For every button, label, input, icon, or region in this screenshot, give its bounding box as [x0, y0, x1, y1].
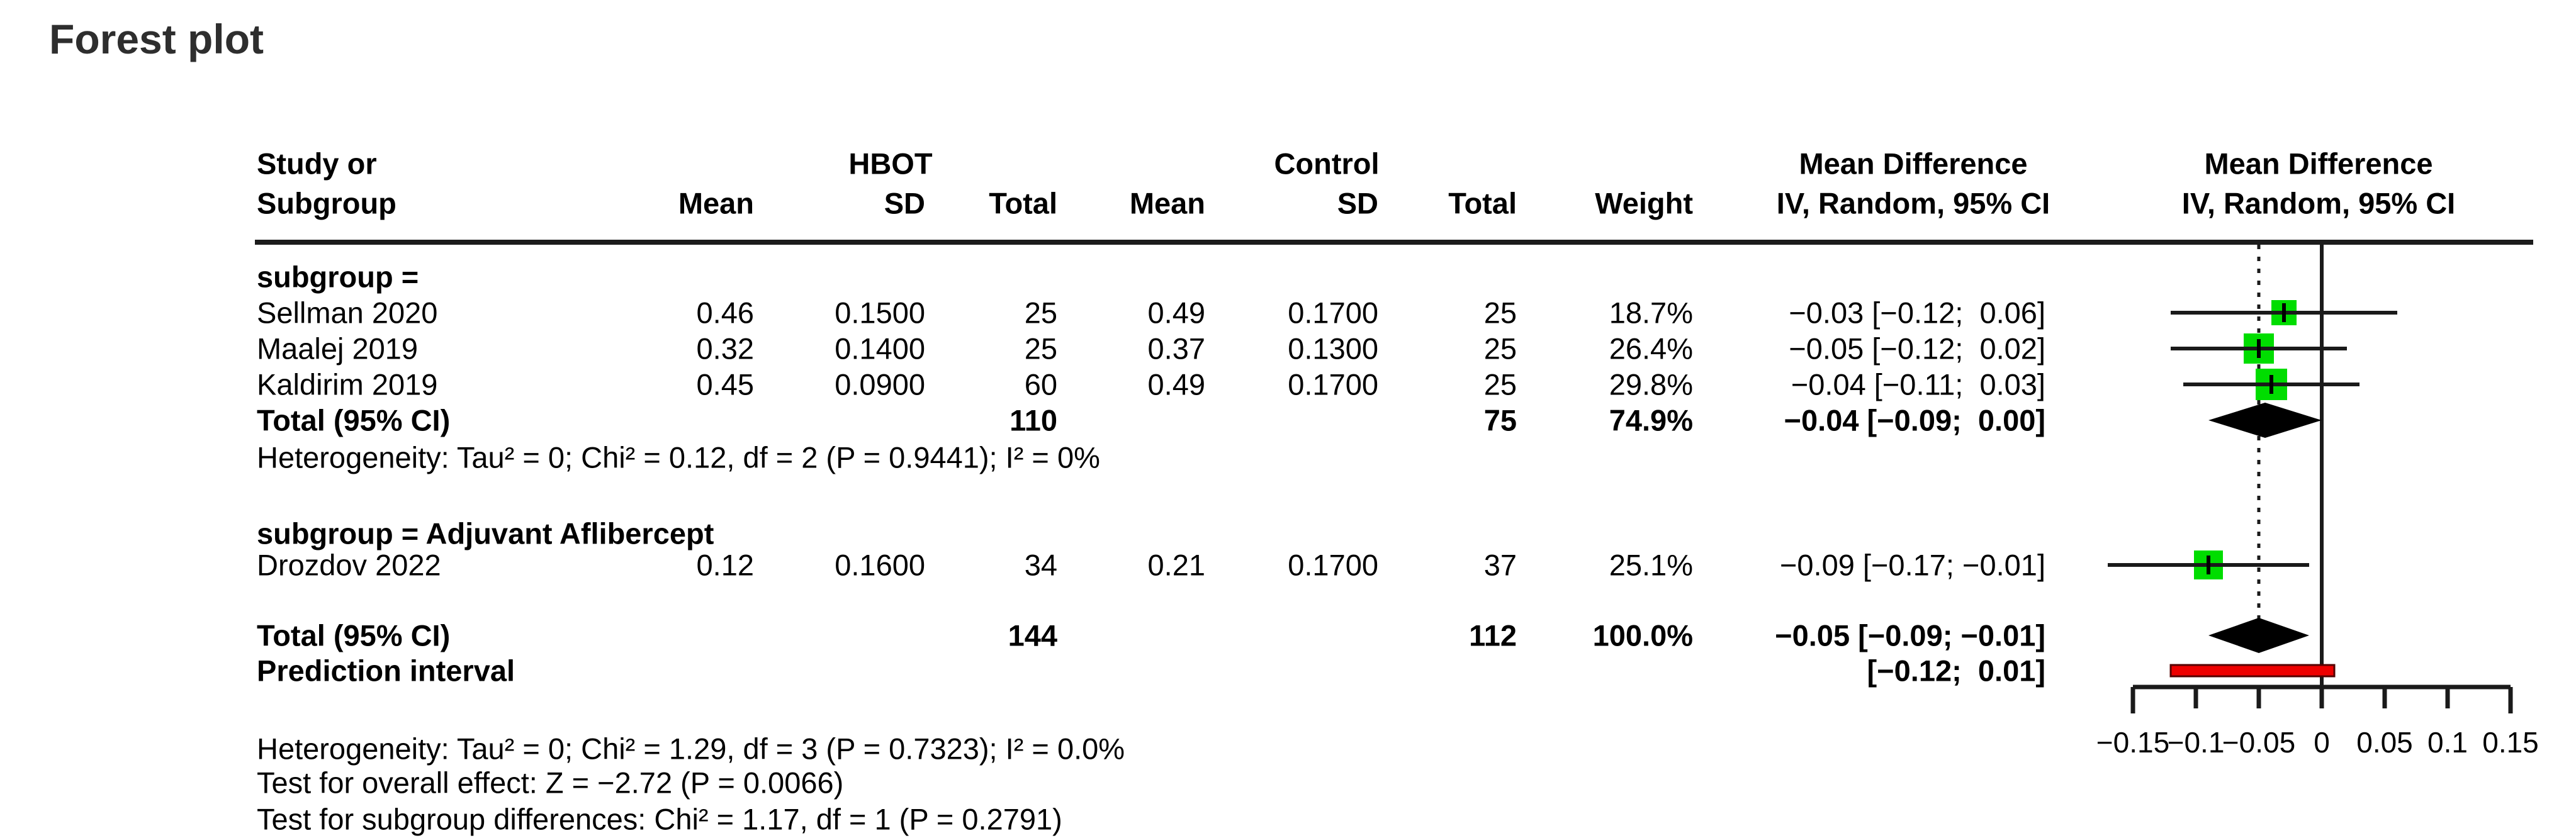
axis-label-0: 0	[2314, 726, 2330, 759]
cell-control-total-kaldirim-2019: 25	[1483, 367, 1517, 401]
cell-hbot-total-total-95-ci: 110	[1010, 403, 1057, 437]
header-control-mean: Mean	[1129, 186, 1205, 220]
cell-weight-drozdov-2022: 25.1%	[1609, 548, 1693, 582]
cell-hbot-sd-maalej-2019: 0.1400	[835, 332, 925, 366]
overall-diamond	[2208, 618, 2309, 653]
header-group-control: Control	[1274, 147, 1380, 181]
cell-control-total-sellman-2020: 25	[1483, 296, 1517, 330]
cell-md-ci-kaldirim-2019: −0.04 [−0.11; 0.03]	[1791, 367, 2045, 401]
axis-label-0-05: −0.05	[2222, 726, 2295, 759]
effect-square-maalej-2019	[2244, 333, 2274, 364]
cell-hbot-sd-drozdov-2022: 0.1600	[835, 548, 925, 582]
header-hbot-mean: Mean	[678, 186, 754, 220]
cell-hbot-mean-maalej-2019: 0.32	[696, 332, 754, 366]
axis-label-0-15: 0.15	[2482, 726, 2539, 759]
axis-label-0-1: 0.1	[2427, 726, 2468, 759]
cell-hbot-total-total-95-ci: 144	[1008, 618, 1057, 652]
cell-weight-kaldirim-2019: 29.8%	[1609, 367, 1693, 401]
row-label-drozdov-2022: Drozdov 2022	[257, 548, 441, 582]
cell-md-ci-total-95-ci: −0.04 [−0.09; 0.00]	[1784, 403, 2045, 437]
cell-control-mean-maalej-2019: 0.37	[1147, 332, 1205, 366]
header-study-line2: Subgroup	[257, 186, 397, 220]
cell-md-ci-sellman-2020: −0.03 [−0.12; 0.06]	[1789, 296, 2045, 330]
effect-square-sellman-2020	[2271, 300, 2297, 325]
cell-hbot-mean-drozdov-2022: 0.12	[696, 548, 754, 582]
cell-hbot-sd-sellman-2020: 0.1500	[835, 296, 925, 330]
row-label-subgroup: subgroup =	[257, 260, 419, 294]
page-title: Forest plot	[49, 16, 264, 62]
header-study-line1: Study or	[257, 147, 377, 181]
cell-hbot-mean-sellman-2020: 0.46	[696, 296, 754, 330]
cell-hbot-total-maalej-2019: 25	[1024, 332, 1057, 366]
effect-square-drozdov-2022	[2194, 550, 2223, 579]
cell-md-ci-maalej-2019: −0.05 [−0.12; 0.02]	[1789, 332, 2045, 366]
cell-weight-total-95-ci: 74.9%	[1609, 403, 1693, 437]
row-label-total-95-ci: Total (95% CI)	[257, 618, 451, 652]
header-md-text-line2: IV, Random, 95% CI	[1776, 186, 2050, 220]
header-md-text-line1: Mean Difference	[1799, 147, 2028, 181]
header-control-sd: SD	[1337, 186, 1378, 220]
cell-md-ci-prediction-interval: [−0.12; 0.01]	[1867, 654, 2045, 688]
cell-control-sd-kaldirim-2019: 0.1700	[1288, 367, 1378, 401]
row-label-maalej-2019: Maalej 2019	[257, 332, 419, 366]
axis-label-0-15: −0.15	[2096, 726, 2169, 759]
cell-md-ci-total-95-ci: −0.05 [−0.09; −0.01]	[1775, 618, 2045, 652]
cell-control-mean-drozdov-2022: 0.21	[1147, 548, 1205, 582]
axis-label-0-05: 0.05	[2356, 726, 2413, 759]
cell-weight-sellman-2020: 18.7%	[1609, 296, 1693, 330]
header-hbot-sd: SD	[884, 186, 925, 220]
row-label-kaldirim-2019: Kaldirim 2019	[257, 367, 438, 401]
subgroup-diamond	[2208, 403, 2322, 438]
cell-hbot-total-sellman-2020: 25	[1024, 296, 1057, 330]
row-label-total-95-ci: Total (95% CI)	[257, 403, 451, 437]
cell-hbot-total-drozdov-2022: 34	[1024, 548, 1057, 582]
header-weight: Weight	[1595, 186, 1693, 220]
cell-hbot-total-kaldirim-2019: 60	[1024, 367, 1057, 401]
effect-square-kaldirim-2019	[2256, 369, 2287, 400]
row-label-subgroup-adjuvant-aflibercept: subgroup = Adjuvant Aflibercept	[257, 517, 714, 550]
cell-weight-total-95-ci: 100.0%	[1592, 618, 1693, 652]
header-hbot-total: Total	[989, 186, 1057, 220]
header-md-plot-line1: Mean Difference	[2204, 147, 2433, 181]
cell-control-sd-sellman-2020: 0.1700	[1288, 296, 1378, 330]
cell-control-sd-maalej-2019: 0.1300	[1288, 332, 1378, 366]
axis-label-0-1: −0.1	[2168, 726, 2225, 759]
cell-control-mean-kaldirim-2019: 0.49	[1147, 367, 1205, 401]
cell-weight-maalej-2019: 26.4%	[1609, 332, 1693, 366]
cell-hbot-mean-kaldirim-2019: 0.45	[696, 367, 754, 401]
header-md-plot-line2: IV, Random, 95% CI	[2181, 186, 2456, 220]
row-label-prediction-interval: Prediction interval	[257, 654, 515, 688]
note-heterogeneity-tau-0-chi-0-12-df-2-p-0-9441-i-0: Heterogeneity: Tau² = 0; Chi² = 0.12, df…	[257, 440, 1100, 474]
header-control-total: Total	[1448, 186, 1517, 220]
note-heterogeneity-tau-0-chi-1-29-df-3-p-0-7323-i-0-0: Heterogeneity: Tau² = 0; Chi² = 1.29, df…	[257, 732, 1125, 766]
cell-md-ci-drozdov-2022: −0.09 [−0.17; −0.01]	[1779, 548, 2045, 582]
cell-control-sd-drozdov-2022: 0.1700	[1288, 548, 1378, 582]
row-label-sellman-2020: Sellman 2020	[257, 296, 438, 330]
cell-control-total-total-95-ci: 75	[1483, 403, 1517, 437]
cell-control-mean-sellman-2020: 0.49	[1147, 296, 1205, 330]
note-test-for-subgroup-differences-chi-1-17-df-1-p-0-2791: Test for subgroup differences: Chi² = 1.…	[257, 802, 1062, 836]
prediction-interval-bar	[2169, 664, 2336, 678]
header-group-hbot: HBOT	[848, 147, 933, 181]
cell-hbot-sd-kaldirim-2019: 0.0900	[835, 367, 925, 401]
note-test-for-overall-effect-z-2-72-p-0-0066: Test for overall effect: Z = −2.72 (P = …	[257, 766, 844, 800]
cell-control-total-total-95-ci: 112	[1469, 618, 1517, 652]
cell-control-total-drozdov-2022: 37	[1483, 548, 1517, 582]
cell-control-total-maalej-2019: 25	[1483, 332, 1517, 366]
